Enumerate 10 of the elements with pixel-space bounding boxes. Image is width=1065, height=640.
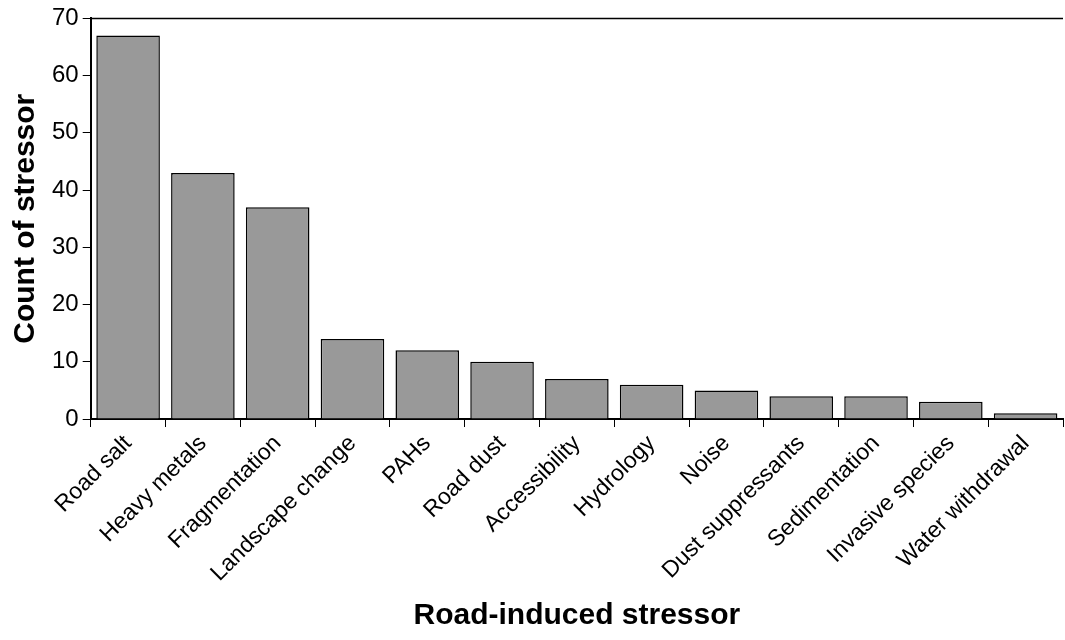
y-tick-label: 40 [51,174,79,202]
y-tick-label: 10 [51,346,79,374]
y-axis-title: Count of stressor [7,93,41,344]
y-tick-label: 0 [65,403,79,431]
y-tick-label: 20 [51,289,79,317]
x-axis-title: Road-induced stressor [413,597,741,631]
y-tick-label: 30 [51,231,79,259]
y-tick-label: 60 [51,60,79,88]
y-tick-label: 70 [51,3,79,31]
y-tick-label: 50 [51,117,79,145]
